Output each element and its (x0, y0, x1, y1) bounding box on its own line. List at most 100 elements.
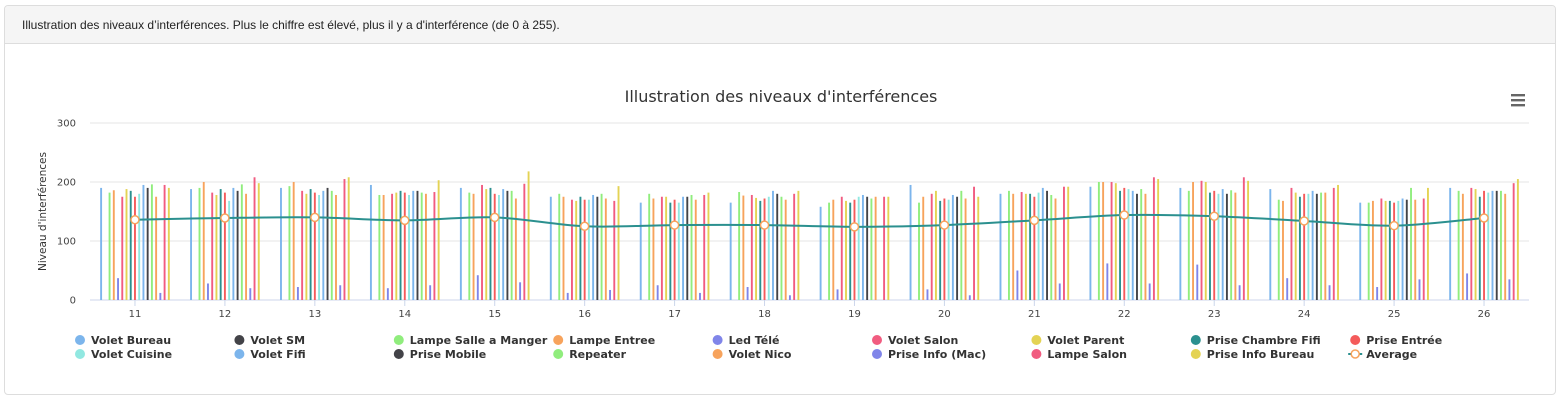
bar[interactable] (296, 287, 299, 300)
average-point[interactable] (220, 213, 230, 223)
bar[interactable] (1500, 190, 1502, 300)
legend-item[interactable]: Average (1348, 348, 1417, 361)
legend-item[interactable]: Volet Parent (1031, 334, 1124, 347)
bar[interactable] (1089, 186, 1092, 300)
bar[interactable] (121, 196, 124, 300)
bar[interactable] (746, 287, 749, 300)
bar[interactable] (1196, 264, 1199, 300)
bar[interactable] (926, 289, 929, 300)
bar[interactable] (1286, 278, 1289, 300)
legend-item[interactable]: Volet SM (234, 334, 305, 347)
bar[interactable] (1410, 187, 1412, 300)
bar[interactable] (571, 199, 573, 300)
bar[interactable] (763, 198, 766, 300)
bar[interactable] (378, 194, 381, 300)
bar[interactable] (1230, 190, 1233, 300)
bar[interactable] (523, 183, 526, 300)
bar[interactable] (738, 192, 741, 300)
bar[interactable] (1495, 190, 1498, 300)
bar[interactable] (1058, 283, 1061, 300)
bar[interactable] (1320, 192, 1323, 300)
bar[interactable] (134, 196, 136, 300)
bar[interactable] (1277, 199, 1280, 300)
bar[interactable] (772, 190, 774, 300)
bar[interactable] (1487, 192, 1490, 300)
average-point[interactable] (1479, 213, 1489, 223)
legend-item[interactable]: Repeater (553, 348, 627, 361)
average-point[interactable] (939, 220, 950, 230)
bar[interactable] (964, 198, 967, 300)
legend-item[interactable]: Volet Nico (712, 348, 792, 361)
bar[interactable] (652, 198, 655, 300)
bar[interactable] (1192, 182, 1194, 300)
bar[interactable] (1512, 183, 1515, 300)
bar[interactable] (1376, 287, 1379, 300)
bar[interactable] (232, 187, 235, 300)
bar[interactable] (155, 196, 158, 300)
legend-item[interactable]: Lampe Salle a Manger (393, 334, 548, 347)
bar[interactable] (1050, 194, 1053, 300)
legend-item[interactable]: Prise Info (Mac) (872, 348, 986, 361)
bar[interactable] (1397, 200, 1400, 300)
average-point[interactable] (1209, 211, 1219, 221)
bar[interactable] (943, 198, 946, 300)
bar[interactable] (412, 190, 415, 300)
average-point[interactable] (310, 212, 320, 223)
legend-item[interactable]: Prise Chambre Fifi (1190, 334, 1321, 347)
bar[interactable] (780, 196, 783, 300)
bar[interactable] (1119, 190, 1121, 300)
bar[interactable] (845, 200, 847, 300)
bar[interactable] (918, 202, 920, 300)
bar[interactable] (1242, 177, 1245, 300)
bar[interactable] (138, 193, 141, 300)
bar[interactable] (1046, 190, 1048, 300)
bar[interactable] (604, 198, 607, 300)
bar[interactable] (1157, 179, 1160, 300)
bar[interactable] (579, 196, 582, 300)
bar[interactable] (249, 288, 252, 300)
bar[interactable] (609, 289, 611, 300)
bar[interactable] (600, 193, 603, 300)
bar[interactable] (506, 190, 509, 300)
bar[interactable] (223, 192, 226, 300)
bar[interactable] (468, 192, 471, 300)
bar[interactable] (202, 182, 205, 300)
bar[interactable] (1221, 189, 1224, 300)
bar[interactable] (1238, 285, 1241, 300)
bar[interactable] (1367, 202, 1370, 300)
legend-item[interactable]: Prise Info Bureau (1190, 348, 1315, 361)
bar[interactable] (1457, 190, 1460, 300)
bar[interactable] (129, 190, 132, 300)
bar[interactable] (1102, 182, 1105, 300)
bar[interactable] (840, 196, 843, 300)
average-point[interactable] (1299, 216, 1309, 226)
bar[interactable] (828, 202, 831, 300)
bar[interactable] (219, 189, 222, 300)
bar[interactable] (759, 200, 762, 300)
bar[interactable] (146, 187, 149, 300)
average-point[interactable] (130, 215, 140, 225)
bar[interactable] (1209, 192, 1211, 300)
bar[interactable] (1478, 196, 1481, 300)
bar[interactable] (673, 199, 676, 300)
bar[interactable] (1234, 192, 1237, 300)
bar[interactable] (694, 199, 697, 300)
bar[interactable] (1140, 189, 1143, 300)
bar[interactable] (1328, 285, 1331, 300)
bar[interactable] (1380, 198, 1383, 300)
bar[interactable] (575, 200, 578, 300)
bar[interactable] (566, 292, 569, 300)
bar[interactable] (395, 192, 398, 300)
average-point[interactable] (1389, 220, 1399, 231)
average-line[interactable] (134, 213, 1485, 228)
bar[interactable] (369, 184, 372, 300)
bar[interactable] (1504, 193, 1507, 300)
bar[interactable] (408, 194, 410, 300)
bar[interactable] (1282, 200, 1284, 300)
bar[interactable] (493, 193, 496, 300)
bar[interactable] (1123, 187, 1126, 300)
bar[interactable] (939, 200, 942, 300)
bar[interactable] (968, 295, 971, 300)
bar[interactable] (909, 184, 912, 300)
bar[interactable] (472, 193, 475, 300)
